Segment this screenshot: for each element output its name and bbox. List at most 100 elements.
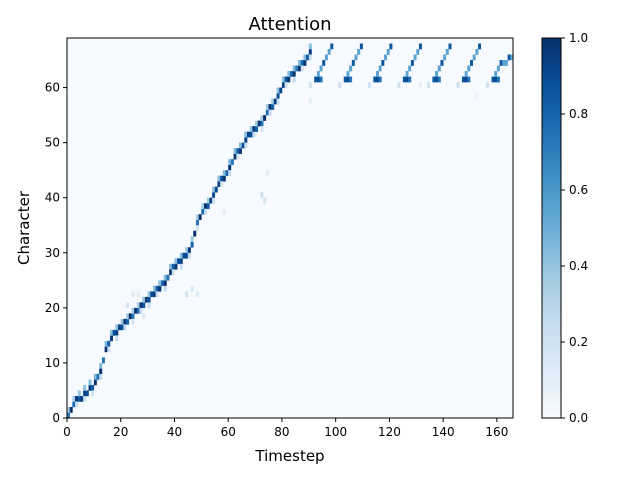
attention-cell	[324, 54, 328, 61]
attention-cell	[126, 318, 130, 325]
attention-cell	[195, 291, 199, 298]
y-tick-label: 40	[45, 191, 60, 205]
attention-cell	[435, 71, 439, 77]
attention-cell	[204, 203, 208, 210]
attention-cell	[139, 302, 143, 309]
attention-cell	[174, 258, 178, 265]
attention-cell	[238, 148, 242, 154]
attention-cell	[467, 76, 471, 83]
attention-cell	[265, 170, 269, 176]
attention-cell	[413, 54, 417, 61]
y-tick-label: 30	[45, 246, 60, 260]
attention-cell	[190, 241, 194, 248]
attention-cell	[126, 313, 130, 320]
attention-cell	[437, 65, 441, 72]
attention-cell	[402, 76, 406, 83]
attention-cell	[496, 65, 500, 72]
attention-cell	[96, 373, 100, 380]
attention-cell	[115, 324, 119, 331]
attention-cell	[236, 153, 240, 160]
attention-cell	[354, 54, 358, 61]
attention-cell	[319, 76, 323, 83]
attention-cell	[187, 247, 191, 254]
colorbar-tick-label: 0.0	[569, 411, 588, 425]
attention-cell	[273, 98, 277, 105]
attention-cell	[378, 65, 382, 72]
attention-cell	[118, 324, 122, 331]
attention-cell	[115, 335, 119, 342]
x-tick-label: 120	[378, 425, 401, 439]
attention-cell	[136, 307, 140, 314]
attention-cell	[295, 65, 299, 72]
colorbar-ticks: 0.0 0.2 0.4 0.6 0.8 1.0	[561, 31, 588, 425]
attention-cell	[179, 258, 183, 265]
attention-cell	[437, 76, 441, 83]
attention-cell	[290, 71, 293, 77]
attention-cell	[155, 285, 159, 292]
attention-cell	[308, 98, 312, 105]
attention-cell	[367, 82, 371, 88]
attention-cell	[375, 76, 379, 83]
attention-cell	[255, 126, 259, 132]
attention-cell	[147, 302, 151, 309]
attention-cell	[222, 208, 226, 215]
attention-cell	[265, 104, 269, 110]
attention-cell	[155, 291, 159, 298]
attention-cell	[77, 395, 81, 402]
attention-cell	[496, 76, 500, 83]
attention-cell	[230, 159, 234, 165]
attention-cell	[201, 203, 205, 210]
attention-cell	[201, 208, 205, 215]
attention-cell	[80, 395, 84, 402]
attention-cell	[445, 49, 449, 55]
attention-cell	[287, 71, 291, 77]
attention-cell	[166, 274, 170, 281]
attention-cell	[322, 60, 326, 66]
attention-cell	[142, 302, 146, 309]
attention-cell	[147, 296, 151, 303]
attention-cell	[470, 60, 473, 66]
attention-cell	[142, 313, 146, 320]
attention-cell	[281, 76, 285, 83]
attention-cell	[158, 285, 162, 292]
attention-cell	[169, 263, 173, 270]
attention-cell	[134, 307, 138, 314]
x-axis: 0 20 40 60 80 100 120 140 160	[63, 418, 508, 439]
attention-cell	[150, 291, 154, 298]
attention-cell	[233, 148, 237, 154]
attention-cell	[77, 390, 81, 397]
attention-cell	[88, 379, 92, 386]
attention-cell	[136, 291, 140, 298]
x-tick-label: 140	[432, 425, 455, 439]
attention-cell	[238, 142, 242, 149]
attention-cell	[163, 274, 167, 281]
attention-cell	[255, 120, 259, 127]
attention-cell	[249, 131, 253, 138]
attention-cell	[236, 148, 240, 154]
attention-cell	[260, 115, 264, 121]
attention-cell	[222, 170, 226, 176]
attention-cell	[249, 126, 253, 132]
attention-cell	[171, 269, 175, 276]
attention-cell	[225, 170, 229, 176]
attention-cell	[308, 49, 312, 55]
attention-cell	[510, 54, 514, 61]
x-tick-label: 80	[274, 425, 289, 439]
attention-cell	[268, 104, 272, 110]
attention-cell	[247, 131, 250, 138]
attention-cell	[190, 285, 194, 292]
attention-cell	[220, 175, 224, 182]
attention-cell	[174, 263, 178, 270]
attention-cell	[179, 263, 183, 270]
attention-cell	[316, 76, 320, 83]
attention-cell	[303, 60, 307, 66]
attention-cell	[83, 395, 87, 402]
x-tick-label: 40	[167, 425, 182, 439]
attention-cell	[217, 181, 221, 187]
attention-cell	[179, 252, 183, 259]
attention-cell	[72, 401, 76, 408]
attention-cell	[351, 60, 355, 66]
attention-cell	[228, 164, 232, 171]
attention-cell	[357, 49, 361, 55]
